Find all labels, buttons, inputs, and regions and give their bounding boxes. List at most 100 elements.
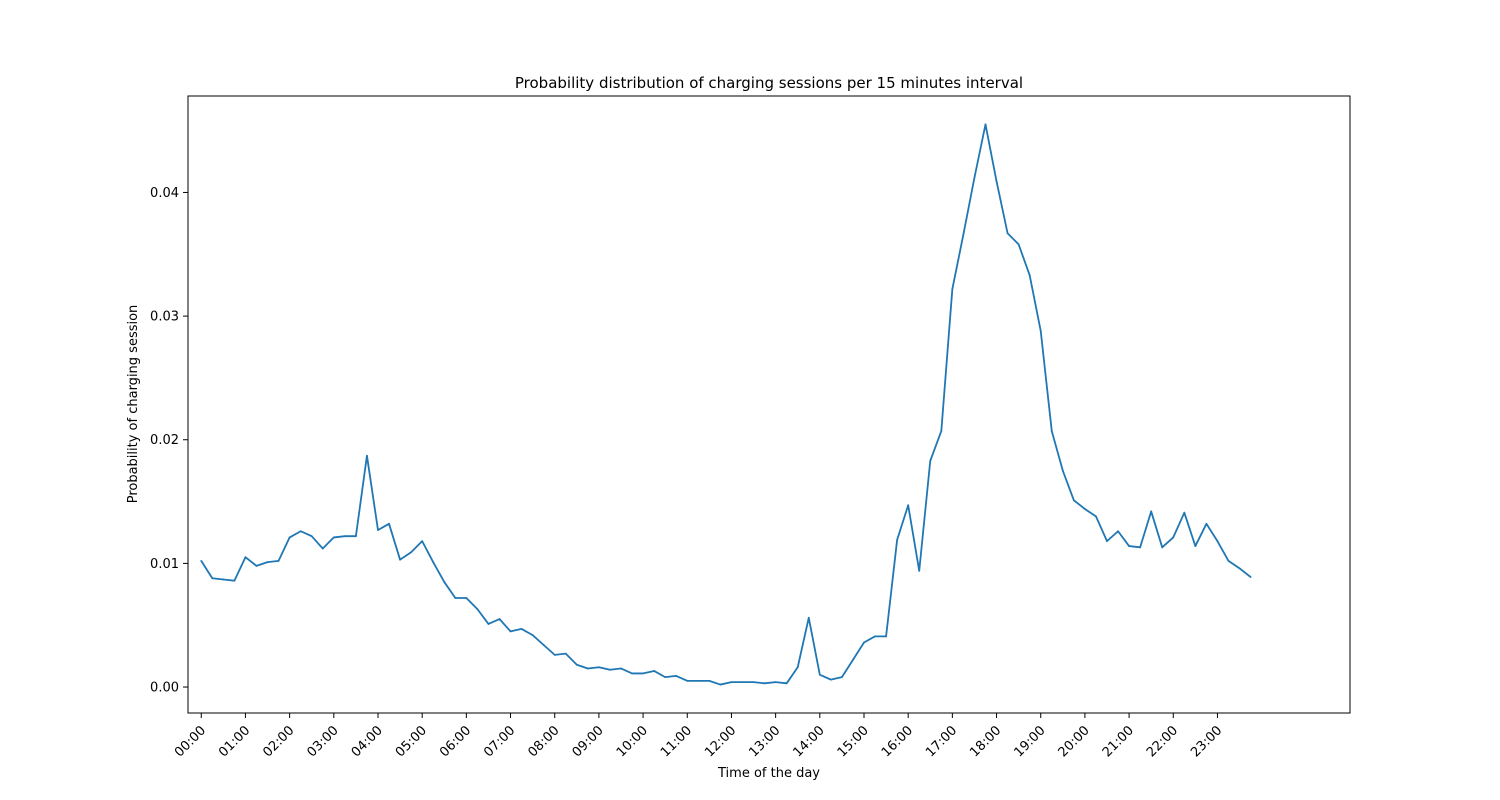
data-point	[1117, 530, 1119, 533]
data-point	[222, 578, 225, 581]
data-point	[255, 564, 258, 567]
data-point	[454, 597, 457, 599]
data-point	[1161, 546, 1164, 549]
data-point	[1205, 522, 1208, 525]
data-point	[399, 558, 401, 561]
data-point	[708, 679, 711, 682]
data-point	[244, 556, 247, 559]
data-point	[1216, 540, 1219, 543]
data-point	[1050, 430, 1053, 432]
data-point	[277, 560, 280, 562]
data-point	[332, 536, 335, 539]
y-axis: 0.00 0.01 0.02 0.03 0.04	[150, 186, 188, 696]
data-point	[631, 672, 633, 675]
data-point	[531, 634, 534, 637]
data-point	[984, 123, 987, 126]
data-point	[730, 681, 733, 683]
data-point	[653, 670, 656, 672]
data-point	[343, 535, 346, 538]
x-axis-label: Time of the day	[717, 766, 820, 781]
data-point	[741, 681, 744, 683]
data-point	[366, 454, 368, 457]
data-point	[896, 538, 899, 541]
data-point	[211, 577, 214, 580]
data-point	[841, 676, 843, 679]
data-point	[288, 536, 291, 539]
data-point	[1084, 508, 1086, 510]
data-point	[233, 579, 236, 582]
series-line	[200, 123, 1252, 686]
data-point	[388, 522, 390, 525]
data-point	[774, 681, 777, 683]
data-point	[586, 667, 589, 670]
data-point	[829, 678, 832, 681]
data-point	[509, 630, 512, 633]
data-point	[1172, 536, 1175, 539]
data-point	[1039, 330, 1042, 332]
data-point	[597, 666, 600, 669]
data-point	[575, 663, 578, 666]
y-tick-label: 0.04	[150, 186, 179, 201]
data-point	[951, 287, 954, 290]
data-point	[1072, 499, 1075, 502]
data-point	[443, 581, 446, 583]
plot-area	[200, 123, 1252, 686]
data-point	[818, 673, 821, 676]
data-point	[907, 504, 910, 507]
data-point	[752, 681, 755, 683]
data-point	[498, 618, 501, 620]
data-point	[852, 658, 854, 661]
plot-frame	[187, 95, 1351, 714]
y-tick-label: 0.03	[150, 310, 179, 325]
chart-title: Probability distribution of charging ses…	[515, 74, 1023, 92]
data-point	[675, 675, 678, 677]
data-point	[609, 668, 611, 671]
data-point	[929, 459, 932, 462]
data-point	[1194, 545, 1197, 547]
data-point	[962, 233, 965, 236]
data-point	[410, 551, 413, 554]
data-point	[863, 641, 865, 644]
data-point	[377, 529, 379, 531]
data-point	[995, 180, 998, 183]
data-point	[520, 628, 523, 630]
data-point	[719, 683, 722, 686]
data-point	[564, 652, 567, 655]
data-point	[1028, 274, 1031, 277]
y-axis-label: Probability of charging session	[126, 305, 141, 504]
data-point	[487, 623, 490, 625]
data-point	[1128, 545, 1130, 547]
data-point	[421, 540, 424, 543]
data-point	[874, 635, 876, 638]
data-point	[763, 682, 766, 685]
data-point	[785, 682, 788, 685]
data-point	[620, 667, 622, 670]
data-point	[697, 679, 700, 682]
y-tick-label: 0.01	[150, 557, 179, 572]
data-point	[807, 616, 810, 619]
data-point	[1227, 560, 1230, 562]
data-point	[1150, 510, 1153, 513]
data-point	[1017, 243, 1020, 246]
data-point	[885, 635, 887, 638]
data-point	[1249, 576, 1252, 578]
data-point	[299, 530, 302, 533]
data-point	[642, 672, 644, 675]
data-point	[354, 535, 357, 538]
data-point	[432, 561, 435, 564]
data-point	[1006, 232, 1009, 235]
y-tick-label: 0.02	[150, 433, 179, 448]
data-point	[476, 608, 479, 611]
data-point	[1139, 546, 1142, 549]
data-point	[940, 430, 943, 432]
data-point	[686, 679, 689, 682]
data-point	[465, 597, 468, 599]
data-point	[796, 666, 799, 669]
data-point	[321, 547, 324, 550]
data-point	[542, 644, 545, 646]
data-point	[1238, 567, 1241, 570]
data-point	[664, 676, 667, 679]
data-point	[1183, 511, 1186, 514]
